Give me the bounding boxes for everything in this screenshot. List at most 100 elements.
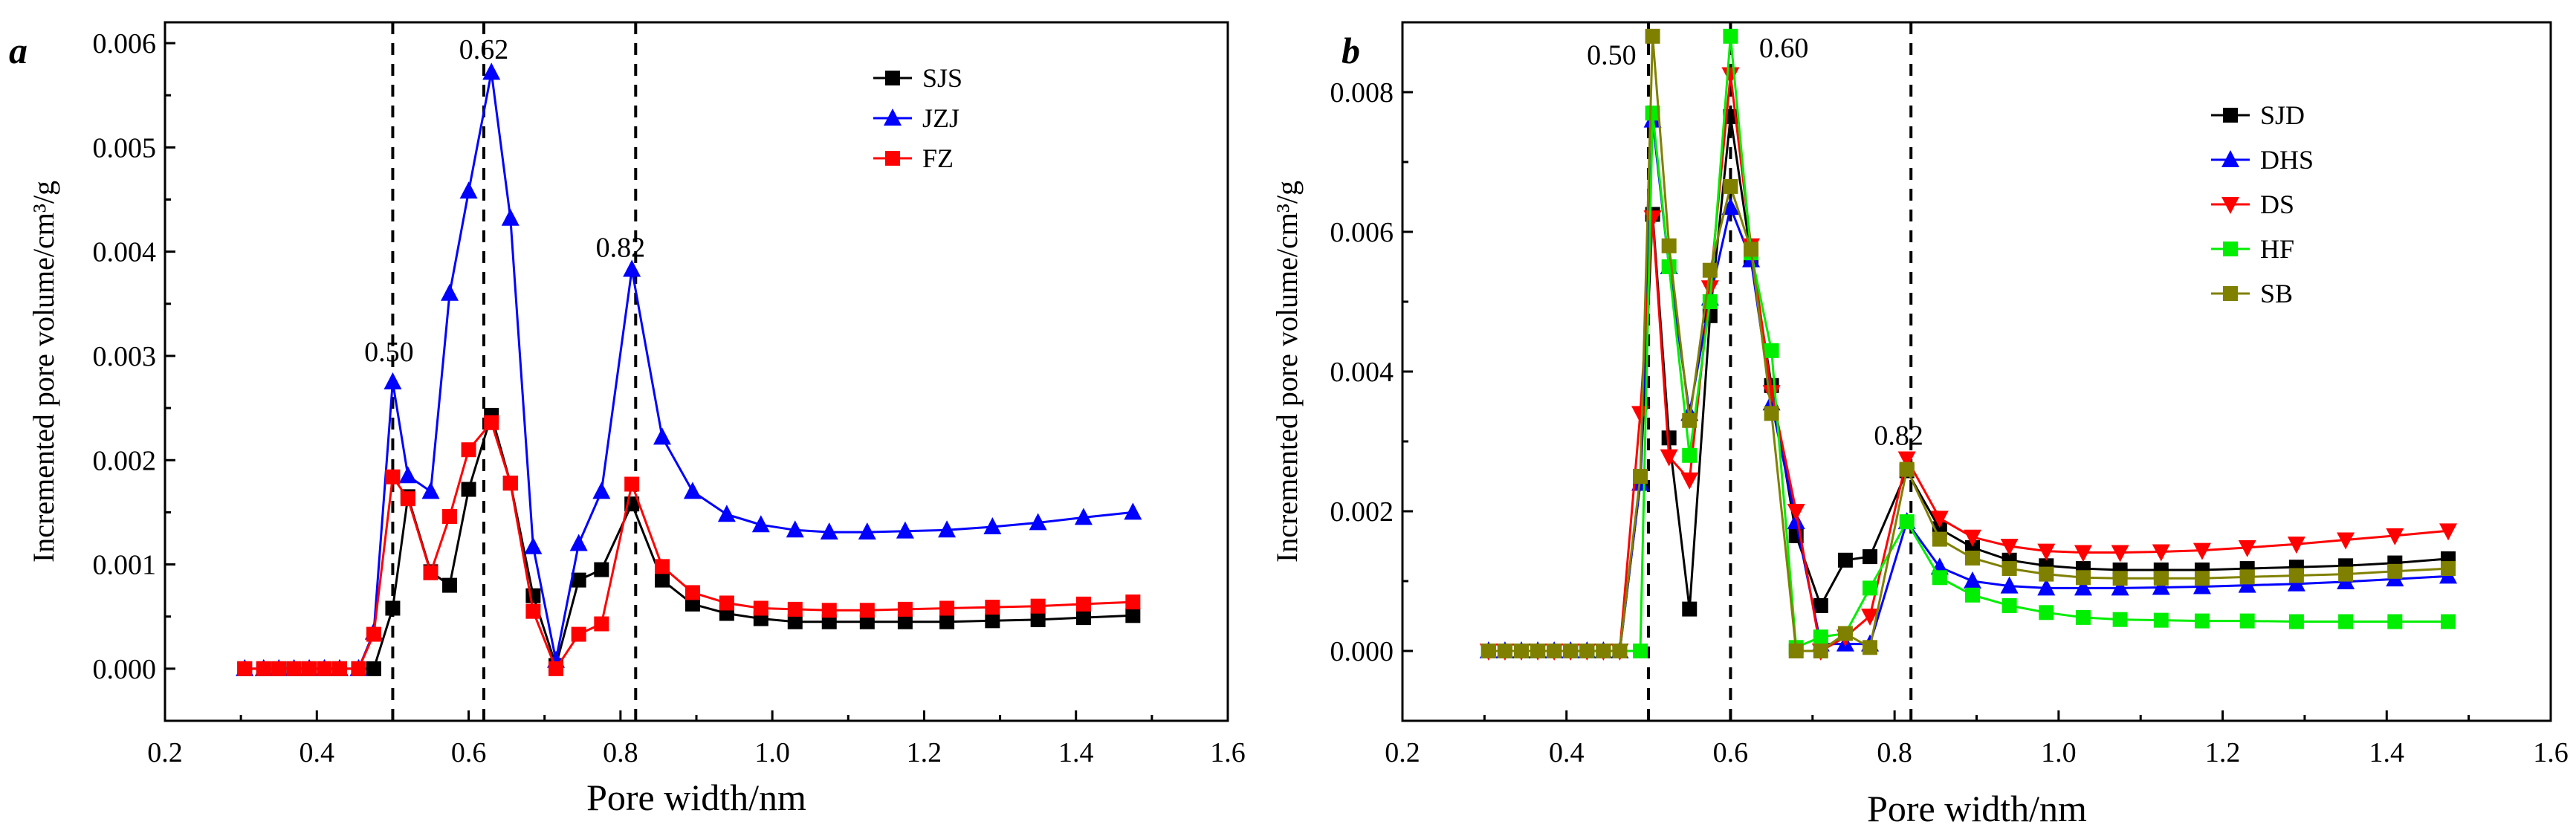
data-point	[1075, 596, 1091, 612]
data-point	[683, 482, 702, 499]
data-point	[1863, 580, 1878, 596]
legend-marker	[885, 151, 900, 166]
data-point	[398, 466, 417, 484]
data-point	[2192, 542, 2211, 560]
data-point	[484, 415, 499, 430]
data-point	[1125, 608, 1141, 623]
legend-marker	[2221, 150, 2239, 167]
legend: SJS JZJ FZ	[873, 63, 962, 173]
legend-label: DHS	[2260, 145, 2314, 175]
y-tick-label: 0.006	[93, 28, 157, 59]
data-point	[1837, 626, 1853, 641]
data-point	[237, 661, 253, 676]
data-point	[2037, 543, 2056, 561]
data-point	[1579, 644, 1595, 658]
data-point	[317, 661, 332, 676]
data-point	[525, 603, 541, 619]
y-tick-label: 0.002	[1330, 496, 1394, 528]
data-point	[859, 614, 875, 629]
data-point	[655, 559, 670, 574]
legend-marker	[2223, 242, 2238, 256]
data-point	[366, 626, 381, 642]
legend-entry: DS	[2211, 189, 2294, 219]
series-line	[245, 420, 1133, 672]
data-point	[623, 259, 641, 277]
legend-marker	[885, 71, 900, 85]
plot-frame	[164, 21, 1229, 722]
data-point	[1932, 531, 1947, 547]
data-point	[2288, 568, 2304, 583]
data-point	[2000, 576, 2019, 594]
data-point	[1764, 343, 1779, 358]
series-line	[1488, 116, 2449, 652]
y-axis-title: Incremented pore volume/cm³/g	[1270, 181, 1304, 563]
data-point	[1124, 502, 1142, 520]
series-jzj	[236, 62, 1142, 676]
data-point	[2287, 537, 2305, 554]
peak-label: 0.62	[459, 34, 509, 65]
legend-entry: HF	[2211, 234, 2294, 264]
series-sb	[1480, 28, 2456, 658]
legend-label: SJS	[922, 63, 962, 93]
data-point	[983, 517, 1002, 535]
data-point	[2000, 539, 2019, 556]
x-tick-label: 1.2	[907, 737, 942, 768]
data-point	[351, 661, 366, 676]
data-point	[2238, 539, 2256, 557]
data-point	[1661, 259, 1677, 274]
data-point	[2239, 613, 2255, 629]
data-point	[624, 476, 640, 492]
x-axis-title: Pore width/nm	[586, 777, 806, 818]
x-tick-label: 1.6	[1210, 737, 1246, 768]
data-point	[1074, 508, 1093, 525]
data-point	[1963, 529, 1981, 547]
data-point	[1964, 587, 1980, 603]
data-point	[786, 520, 804, 538]
data-point	[1497, 644, 1512, 658]
legend-entry: SB	[2211, 279, 2293, 308]
data-point	[502, 476, 518, 491]
data-point	[985, 600, 1000, 615]
data-point	[482, 62, 501, 80]
data-point	[820, 522, 838, 540]
y-tick-label: 0.004	[93, 237, 157, 268]
data-point	[2338, 614, 2354, 629]
legend-label: HF	[2260, 234, 2294, 264]
data-point	[461, 442, 476, 458]
data-point	[2075, 609, 2091, 625]
data-point	[1932, 570, 1947, 586]
data-point	[385, 600, 401, 616]
data-point	[1660, 449, 1678, 467]
x-tick-label: 1.4	[1058, 737, 1094, 768]
data-point	[400, 491, 415, 507]
x-tick-label: 0.2	[1385, 737, 1420, 768]
data-point	[459, 181, 478, 199]
x-tick-label: 1.4	[2369, 737, 2405, 768]
data-point	[1030, 598, 1046, 614]
data-point	[442, 577, 458, 593]
data-point	[897, 601, 913, 617]
data-point	[1514, 644, 1530, 658]
data-point	[2387, 563, 2403, 579]
data-point	[787, 614, 803, 629]
data-point	[1480, 644, 1496, 658]
data-point	[2152, 544, 2170, 562]
legend-entry: DHS	[2211, 145, 2314, 175]
data-point	[1787, 504, 1805, 521]
data-point	[1682, 412, 1698, 428]
legend-marker	[884, 108, 902, 126]
data-point	[787, 601, 803, 617]
data-point	[1530, 644, 1546, 658]
data-point	[442, 509, 458, 525]
legend-label: SJD	[2260, 100, 2305, 130]
data-point	[653, 427, 672, 445]
data-point	[594, 562, 609, 577]
data-point	[985, 613, 1000, 629]
series-line	[1488, 120, 2449, 652]
data-point	[256, 661, 271, 676]
x-tick-label: 0.8	[603, 737, 638, 768]
data-point	[2037, 578, 2056, 596]
data-point	[385, 469, 401, 485]
legend-label: FZ	[922, 143, 954, 173]
data-point	[897, 614, 913, 629]
